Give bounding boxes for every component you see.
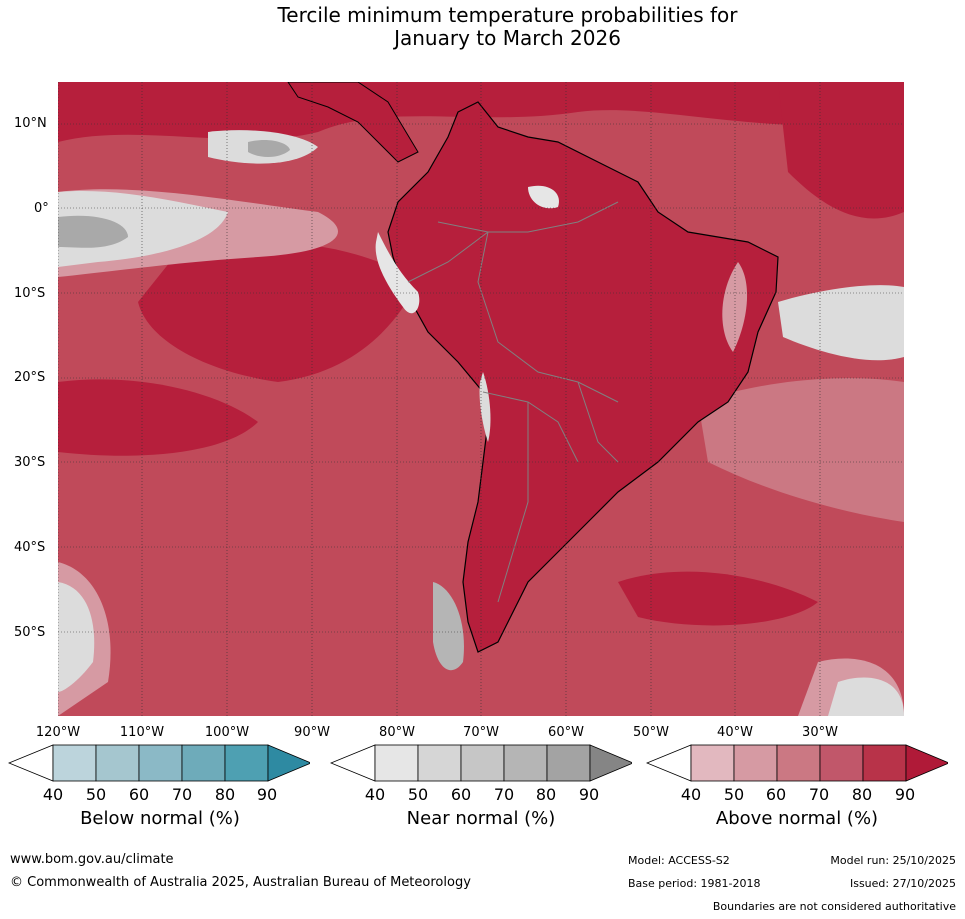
colorbar-segment [374, 744, 419, 782]
lon-label-120w: 120°W [35, 725, 81, 740]
near-tick-80: 80 [535, 785, 557, 804]
probability-map [58, 82, 904, 716]
lon-label-50w: 50°W [633, 725, 669, 740]
south-atlantic-dark-patch [618, 571, 818, 626]
near-normal-label: Near normal (%) [406, 808, 556, 829]
below-tick-70: 70 [171, 785, 193, 804]
patagonia-near-normal [433, 582, 464, 671]
colorbar-left-arrow [646, 744, 692, 782]
colorbar-left-arrow [330, 744, 376, 782]
below-tick-60: 60 [128, 785, 150, 804]
lat-label-50s: 50°S [14, 625, 46, 640]
near-tick-70: 70 [493, 785, 515, 804]
lon-label-90w: 90°W [294, 725, 330, 740]
title-line-1: Tercile minimum temperature probabilitie… [277, 3, 738, 27]
colorbar-segment [417, 744, 462, 782]
southeast-near-normal [828, 677, 904, 716]
colorbar-segment [95, 744, 140, 782]
pacific-near-normal [58, 191, 228, 267]
colorbar-segment [52, 744, 97, 782]
base-period: Base period: 1981-2018 [628, 877, 761, 890]
above-tick-90: 90 [894, 785, 916, 804]
andes-near-normal-north [375, 232, 420, 314]
lat-label-30s: 30°S [14, 455, 46, 470]
colorbar-right-arrow [589, 744, 632, 782]
near-normal-colorbar [330, 744, 632, 782]
below-normal-label: Below normal (%) [80, 808, 240, 829]
central-america-land [287, 82, 419, 163]
colorbar-segment [776, 744, 821, 782]
lat-label-10n: 10°N [14, 116, 47, 131]
boundaries-disclaimer: Boundaries are not considered authoritat… [712, 900, 956, 913]
colorbar-segment [503, 744, 548, 782]
near-tick-60: 60 [450, 785, 472, 804]
atlantic-near-normal [778, 285, 904, 361]
below-tick-80: 80 [214, 785, 236, 804]
map-canvas [58, 82, 904, 716]
below-tick-50: 50 [85, 785, 107, 804]
colorbar-segment [460, 744, 505, 782]
lon-label-40w: 40°W [717, 725, 753, 740]
near-tick-90: 90 [578, 785, 600, 804]
south-pacific-dark-patch [58, 379, 258, 456]
northeast-atlantic-dark [778, 82, 904, 219]
above-normal-colorbar [646, 744, 948, 782]
above-tick-40: 40 [680, 785, 702, 804]
near-tick-40: 40 [364, 785, 386, 804]
above-normal-label: Above normal (%) [715, 808, 879, 829]
lon-label-70w: 70°W [463, 725, 499, 740]
lat-label-10s: 10°S [14, 286, 46, 301]
model-run-date: Model run: 25/10/2025 [830, 854, 956, 867]
near-tick-50: 50 [407, 785, 429, 804]
lat-label-40s: 40°S [14, 540, 46, 555]
lon-label-30w: 30°W [802, 725, 838, 740]
above-tick-80: 80 [851, 785, 873, 804]
colorbar-left-arrow [8, 744, 54, 782]
lon-label-60w: 60°W [548, 725, 584, 740]
colorbar-segment [862, 744, 907, 782]
above-tick-60: 60 [765, 785, 787, 804]
colorbar-right-arrow [905, 744, 948, 782]
below-tick-90: 90 [256, 785, 278, 804]
central-pacific-near-normal-core [248, 139, 290, 157]
below-tick-40: 40 [42, 785, 64, 804]
southwest-near-normal [58, 582, 95, 692]
model-name: Model: ACCESS-S2 [628, 854, 730, 867]
colorbar-segment [181, 744, 226, 782]
colorbar-right-arrow [267, 744, 310, 782]
website-link[interactable]: www.bom.gov.au/climate [10, 852, 174, 867]
lon-label-80w: 80°W [379, 725, 415, 740]
country-borders [407, 201, 619, 603]
east-pacific-dark-patch [138, 242, 418, 382]
colorbar-segment [546, 744, 591, 782]
issued-date: Issued: 27/10/2025 [849, 877, 956, 890]
above-tick-70: 70 [808, 785, 830, 804]
below-normal-colorbar [8, 744, 310, 782]
andes-near-normal-central [479, 372, 491, 442]
colorbar-segment [733, 744, 778, 782]
colorbar-segment [224, 744, 269, 782]
lon-label-100w: 100°W [204, 725, 250, 740]
colorbar-segment [819, 744, 864, 782]
chart-title: Tercile minimum temperature probabilitie… [0, 4, 965, 50]
lon-label-110w: 110°W [119, 725, 165, 740]
gridlines [58, 82, 904, 716]
above-tick-50: 50 [723, 785, 745, 804]
copyright-text: © Commonwealth of Australia 2025, Austra… [10, 875, 471, 890]
pacific-near-normal-core [58, 215, 128, 248]
lat-label-0: 0° [34, 201, 49, 216]
lat-label-20s: 20°S [14, 370, 46, 385]
title-line-2: January to March 2026 [394, 26, 621, 50]
colorbar-segment [690, 744, 735, 782]
colorbar-segment [138, 744, 183, 782]
brazil-coast-light [722, 262, 748, 352]
atlantic-light-band [698, 378, 904, 522]
venezuela-near-normal [528, 185, 559, 209]
